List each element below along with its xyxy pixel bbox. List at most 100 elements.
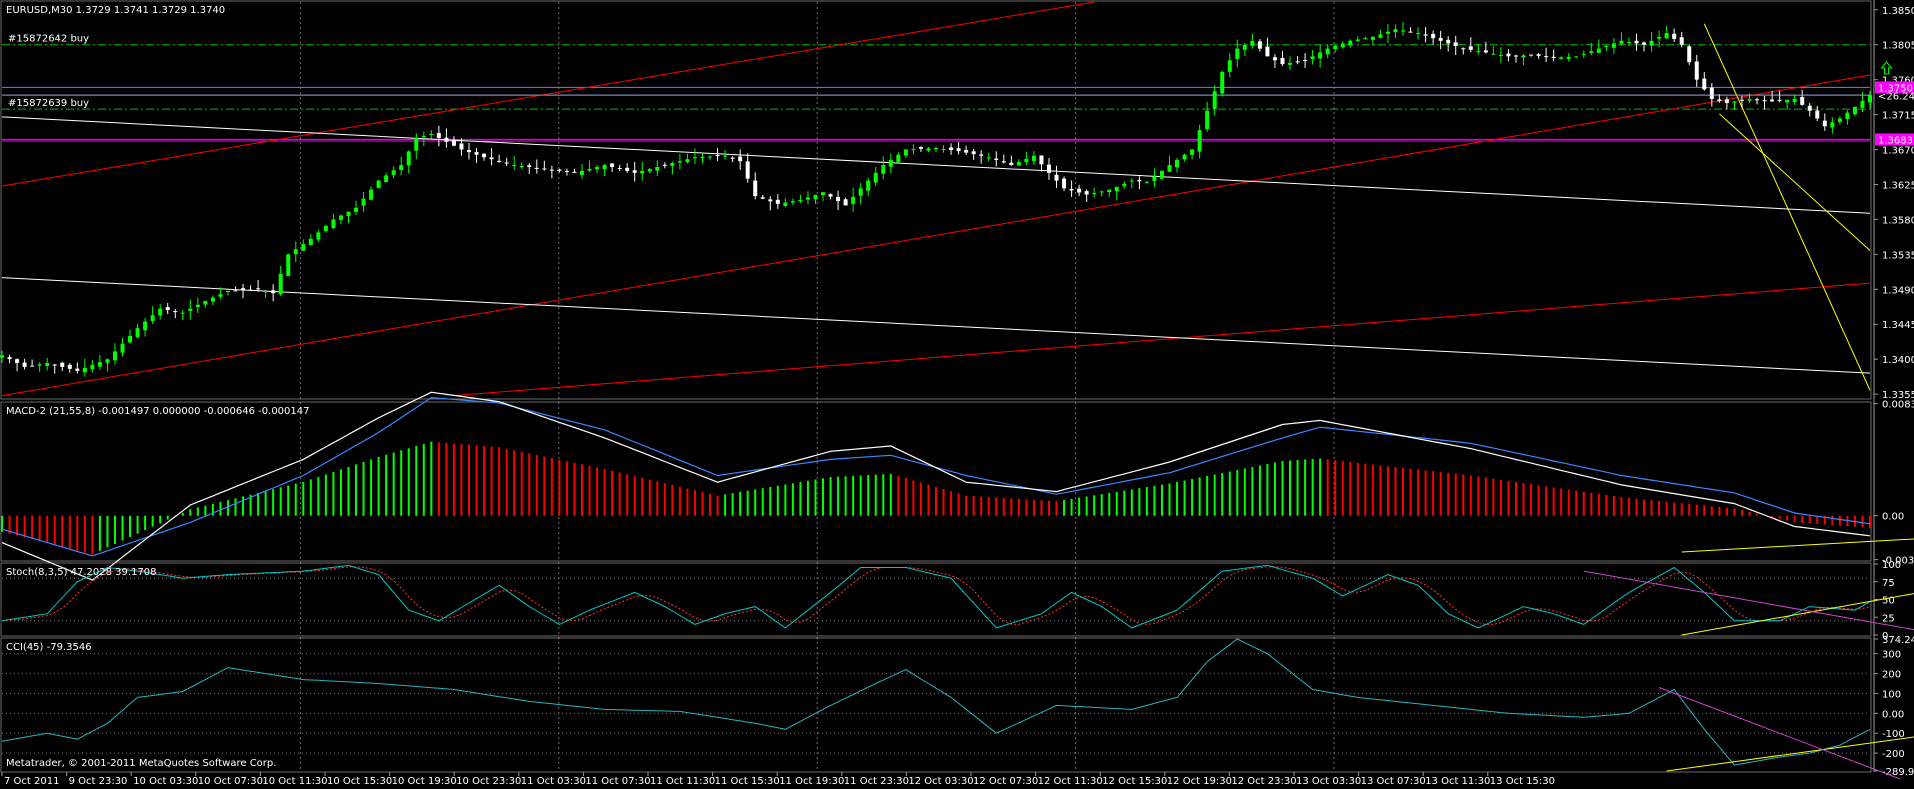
candle-bull — [1340, 43, 1345, 48]
order-level-label: #15872642 buy — [8, 34, 89, 45]
panel-frame-cci — [0, 637, 1872, 773]
candle-bull — [384, 175, 389, 183]
candle-bear — [1807, 105, 1812, 111]
candle-bear — [542, 168, 547, 170]
price-axis-label: 1.3400 — [1882, 355, 1914, 366]
candle-bear — [1702, 78, 1707, 90]
candle-bear — [572, 171, 577, 173]
candle-bull — [896, 154, 901, 163]
candle-bear — [632, 170, 637, 173]
candle-bull — [82, 367, 87, 373]
candle-bull — [293, 249, 298, 255]
price-axis-label: 1.3445 — [1882, 320, 1914, 331]
candle-bull — [37, 364, 42, 366]
order-level-label: #15872639 buy — [8, 98, 89, 109]
candle-bull — [1657, 36, 1662, 39]
panel-frame-macd — [0, 401, 1872, 562]
candle-bull — [579, 170, 584, 175]
trendline — [453, 282, 1871, 397]
stoch-trendline — [1681, 593, 1914, 636]
profit-annotation: <26.24 — [1878, 92, 1914, 103]
candle-bull — [1167, 165, 1172, 172]
candle-bear — [1483, 50, 1488, 53]
candle-bull — [354, 207, 359, 212]
candle-bear — [828, 194, 833, 197]
arrow-up-icon — [1880, 61, 1893, 75]
candle-bull — [210, 297, 215, 302]
candle-bear — [549, 169, 554, 171]
candle-bull — [1288, 62, 1293, 65]
candle-bear — [843, 199, 848, 206]
candle-bear — [497, 160, 502, 162]
stoch-axis-label: 50 — [1882, 596, 1895, 607]
candle-bear — [1822, 120, 1827, 127]
candle-bear — [753, 180, 758, 197]
candle-bull — [338, 215, 343, 220]
candle-bull — [677, 161, 682, 163]
stoch-axis-label: 75 — [1882, 578, 1895, 589]
candle-bull — [1845, 112, 1850, 120]
candle-bull — [1416, 33, 1421, 35]
price-tag-box — [1875, 81, 1914, 94]
candle-bear — [1272, 57, 1277, 61]
candle-bull — [414, 137, 419, 151]
candle-bull — [1566, 56, 1571, 59]
candle-bear — [15, 359, 20, 364]
macd-axis-label: 0.00 — [1882, 512, 1904, 523]
candle-bull — [112, 351, 117, 361]
candle-bull — [640, 170, 645, 174]
time-axis-label: 11 Oct 11:30 — [650, 776, 715, 787]
candle-bull — [406, 151, 411, 166]
candle-bull — [851, 196, 856, 204]
candle-bear — [1009, 162, 1014, 166]
candle-bear — [241, 288, 246, 291]
candle-bear — [1551, 56, 1556, 58]
price-axis-label: 1.3355 — [1882, 390, 1914, 401]
candle-bull — [1024, 158, 1029, 163]
price-axis-label: 1.3535 — [1882, 250, 1914, 261]
stoch-axis-label: 100 — [1882, 560, 1901, 571]
candle-bear — [1709, 87, 1714, 100]
candle-bear — [1694, 61, 1699, 80]
candle-bull — [692, 157, 697, 159]
candle-bear — [1265, 46, 1270, 57]
candle-bull — [1626, 42, 1631, 44]
candle-bull — [316, 232, 321, 240]
candle-bull — [1159, 170, 1164, 179]
candle-bear — [971, 151, 976, 155]
candle-bear — [1687, 46, 1692, 63]
candle-bull — [647, 168, 652, 172]
candle-bear — [956, 148, 961, 152]
candle-bear — [248, 289, 253, 291]
price-axis-label: 1.3760 — [1882, 76, 1914, 87]
candle-bull — [926, 148, 931, 151]
candle-bull — [188, 308, 193, 311]
macd-axis-label: -0.00327 — [1882, 556, 1914, 567]
candle-bull — [1099, 191, 1104, 193]
candle-bull — [308, 238, 313, 246]
cci-axis-label: 200 — [1882, 670, 1901, 681]
candle-bull — [595, 167, 600, 170]
candle-bull — [1649, 40, 1654, 46]
candle-bull — [858, 188, 863, 196]
panel-frame-stoch — [0, 562, 1872, 637]
candle-bull — [1574, 56, 1579, 58]
price-axis-label: 1.3580 — [1882, 215, 1914, 226]
candle-bull — [821, 192, 826, 196]
time-axis-label: 12 Oct 11:30 — [1038, 776, 1103, 787]
candle-bull — [1318, 52, 1323, 59]
candle-bull — [723, 155, 728, 157]
candle-bull — [1122, 183, 1127, 187]
cci-axis-label: -100 — [1882, 729, 1905, 740]
candle-bear — [918, 147, 923, 149]
trendline — [1, 277, 1871, 374]
candle-bear — [1544, 56, 1549, 58]
candle-bull — [1227, 60, 1232, 72]
candle-bull — [1129, 180, 1134, 182]
candle-bear — [233, 290, 238, 292]
trendline — [1719, 113, 1871, 251]
candle-bull — [1491, 53, 1496, 55]
candle-bear — [1642, 42, 1647, 45]
